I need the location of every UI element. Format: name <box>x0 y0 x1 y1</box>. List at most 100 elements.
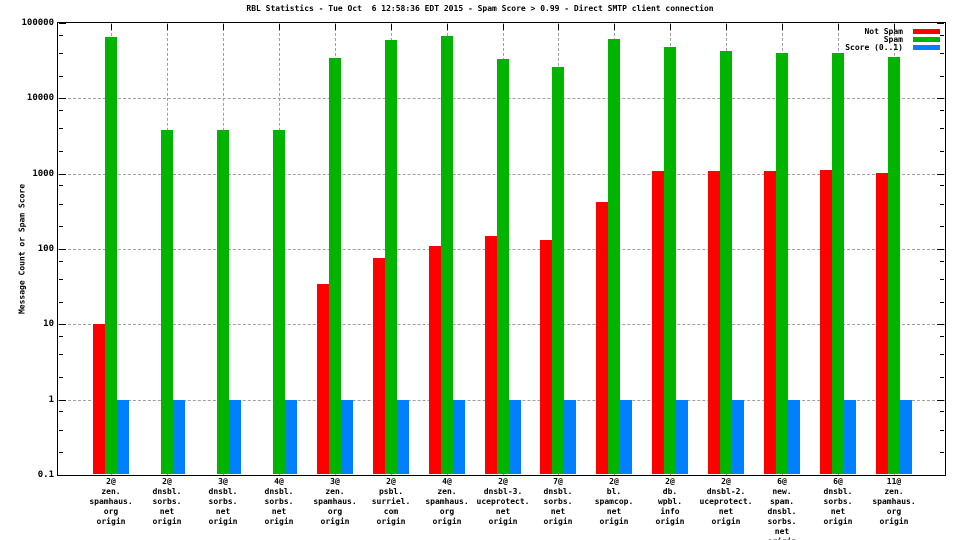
bar-not-spam <box>652 171 664 474</box>
x-tick <box>614 24 615 30</box>
bar-spam <box>888 57 900 474</box>
y-minor-tick <box>59 226 63 227</box>
bar-not-spam <box>876 173 888 474</box>
x-tick <box>782 24 783 30</box>
x-tick <box>167 24 168 30</box>
x-tick <box>726 24 727 30</box>
y-minor-tick <box>940 430 944 431</box>
y-minor-tick <box>940 35 944 36</box>
x-tick <box>335 24 336 30</box>
y-major-tick <box>937 174 944 175</box>
legend-swatch-spam <box>913 37 940 42</box>
y-major-tick <box>59 98 66 99</box>
y-minor-tick <box>59 53 63 54</box>
y-minor-tick <box>940 279 944 280</box>
y-minor-tick <box>940 204 944 205</box>
y-minor-tick <box>59 128 63 129</box>
y-minor-tick <box>940 354 944 355</box>
y-major-tick <box>59 324 66 325</box>
bar-score-0-1 <box>341 400 353 474</box>
x-tick <box>279 24 280 30</box>
y-minor-tick <box>59 430 63 431</box>
bar-spam <box>217 130 229 474</box>
y-minor-tick <box>59 411 63 412</box>
x-tick <box>503 24 504 30</box>
bar-score-0-1 <box>788 400 800 474</box>
bar-score-0-1 <box>229 400 241 474</box>
bar-spam <box>776 53 788 474</box>
bar-spam <box>497 59 509 474</box>
x-tick <box>558 24 559 30</box>
bar-score-0-1 <box>676 400 688 474</box>
y-minor-tick <box>940 302 944 303</box>
y-major-tick <box>937 98 944 99</box>
x-category-label: 4@ dnsbl. sorbs. net origin <box>264 477 294 526</box>
y-minor-tick <box>940 151 944 152</box>
x-tick <box>223 24 224 30</box>
y-minor-tick <box>59 336 63 337</box>
y-minor-tick <box>59 377 63 378</box>
legend-swatch-not-spam <box>913 29 940 34</box>
y-major-tick <box>59 249 66 250</box>
x-category-label: 7@ dnsbl. sorbs. net origin <box>543 477 573 526</box>
y-major-tick <box>59 400 66 401</box>
bar-score-0-1 <box>900 400 912 474</box>
x-tick <box>670 24 671 30</box>
bar-not-spam <box>540 240 552 474</box>
y-minor-tick <box>940 377 944 378</box>
y-minor-tick <box>59 76 63 77</box>
bar-spam <box>664 47 676 474</box>
y-minor-tick <box>59 302 63 303</box>
y-minor-tick <box>940 128 944 129</box>
y-major-tick <box>59 174 66 175</box>
y-minor-tick <box>940 110 944 111</box>
bar-not-spam <box>317 284 329 474</box>
y-minor-tick <box>940 185 944 186</box>
bar-spam <box>441 36 453 474</box>
y-minor-tick <box>940 76 944 77</box>
bar-not-spam <box>485 236 497 474</box>
chart-title: RBL Statistics - Tue Oct 6 12:58:36 EDT … <box>246 4 714 13</box>
x-category-label: 6@ dnsbl. sorbs. net origin <box>823 477 853 526</box>
y-minor-tick <box>59 279 63 280</box>
y-minor-tick <box>59 354 63 355</box>
y-major-tick <box>937 400 944 401</box>
bar-not-spam <box>820 170 832 474</box>
y-major-tick <box>937 324 944 325</box>
y-major-tick <box>937 249 944 250</box>
y-minor-tick <box>59 151 63 152</box>
y-minor-tick <box>940 411 944 412</box>
y-major-tick <box>937 23 944 24</box>
bar-score-0-1 <box>397 400 409 474</box>
x-category-label: 2@ db. wpbl. info origin <box>655 477 685 526</box>
bar-score-0-1 <box>453 400 465 474</box>
plot-border <box>57 22 946 476</box>
y-minor-tick <box>59 185 63 186</box>
bar-score-0-1 <box>509 400 521 474</box>
y-minor-tick <box>59 204 63 205</box>
y-tick-label: 1 <box>48 395 54 405</box>
legend-swatch-score-0-1 <box>913 45 940 50</box>
y-tick-label: 100000 <box>21 18 54 28</box>
bar-spam <box>329 58 341 474</box>
bar-not-spam <box>373 258 385 474</box>
bar-not-spam <box>596 202 608 474</box>
bar-not-spam <box>764 171 776 474</box>
bar-not-spam <box>708 171 720 474</box>
legend-label-score-0-1: Score (0..1) <box>845 43 903 52</box>
y-minor-tick <box>940 53 944 54</box>
y-tick-label: 100 <box>37 244 54 254</box>
y-minor-tick <box>940 452 944 453</box>
y-tick-label: 1000 <box>32 169 54 179</box>
bar-score-0-1 <box>844 400 856 474</box>
bar-spam <box>385 40 397 474</box>
bar-spam <box>552 67 564 474</box>
y-minor-tick <box>940 226 944 227</box>
bar-not-spam <box>429 246 441 474</box>
bar-spam <box>273 130 285 474</box>
x-category-label: 3@ dnsbl. sorbs. net origin <box>208 477 238 526</box>
x-category-label: 2@ dnsbl-2. uceprotect. net origin <box>699 477 753 526</box>
y-minor-tick <box>940 261 944 262</box>
x-category-label: 11@ zen. spamhaus. org origin <box>872 477 916 526</box>
